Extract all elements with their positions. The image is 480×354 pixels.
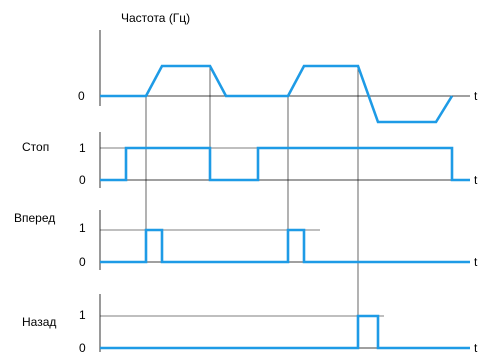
forward-signal-trace bbox=[100, 228, 470, 264]
frequency-trace bbox=[100, 64, 454, 124]
stop-t-label: t bbox=[474, 173, 478, 187]
frequency-title: Частота (Гц) bbox=[121, 11, 190, 25]
reverse-signal-trace bbox=[100, 314, 470, 350]
stop-signal-trace bbox=[100, 146, 470, 182]
reverse-zero-tick: 0 bbox=[79, 341, 86, 354]
reverse-t-label: t bbox=[474, 341, 478, 354]
signal-traces bbox=[100, 64, 470, 350]
stop-one-tick: 1 bbox=[79, 141, 86, 155]
forward-label: Вперед bbox=[14, 211, 55, 225]
reverse-label: Назад bbox=[22, 315, 56, 329]
reverse-one-tick: 1 bbox=[79, 308, 86, 322]
forward-t-label: t bbox=[474, 255, 478, 269]
frequency-zero-tick: 0 bbox=[78, 89, 85, 103]
frequency-t-label: t bbox=[474, 89, 478, 103]
forward-zero-tick: 0 bbox=[79, 255, 86, 269]
forward-one-tick: 1 bbox=[79, 221, 86, 235]
stop-zero-tick: 0 bbox=[79, 173, 86, 187]
stop-label: Стоп bbox=[22, 140, 49, 154]
